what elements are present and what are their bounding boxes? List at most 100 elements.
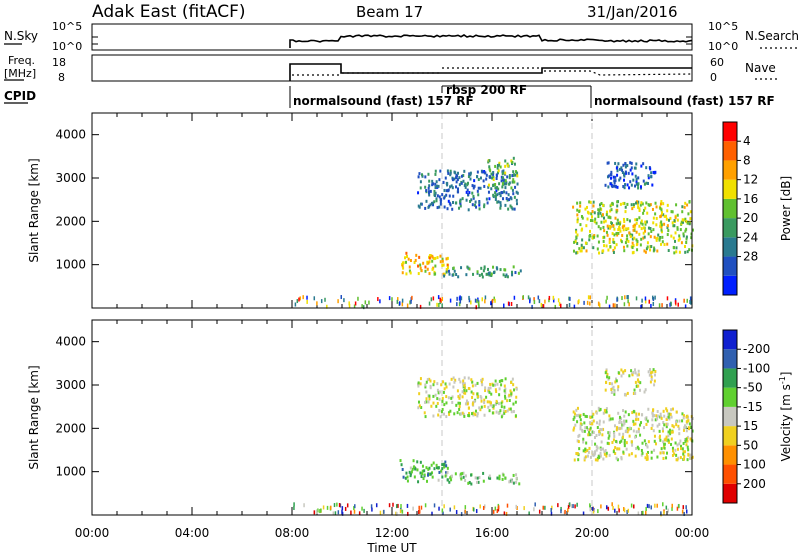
range-gate-cell bbox=[439, 200, 442, 204]
range-gate-cell bbox=[653, 434, 656, 438]
range-gate-cell bbox=[410, 470, 413, 474]
range-gate-cell bbox=[571, 504, 573, 509]
range-gate-cell bbox=[458, 296, 461, 301]
range-gate-cell bbox=[610, 176, 613, 180]
range-gate-cell bbox=[581, 216, 584, 220]
range-gate-cell bbox=[602, 457, 605, 461]
range-gate-cell bbox=[611, 201, 614, 205]
range-gate-cell bbox=[436, 206, 439, 210]
range-gate-cell bbox=[681, 205, 684, 209]
range-gate-cell bbox=[439, 254, 442, 258]
range-gate-cell bbox=[480, 405, 483, 409]
range-gate-cell bbox=[589, 301, 591, 306]
range-gate-cell bbox=[647, 232, 650, 236]
range-gate-cell bbox=[450, 396, 453, 400]
range-gate-cell bbox=[451, 178, 454, 182]
range-gate-cell bbox=[668, 412, 671, 416]
range-gate-cell bbox=[502, 169, 505, 173]
range-gate-cell bbox=[450, 377, 453, 381]
range-gate-cell bbox=[446, 183, 449, 187]
range-gate-cell bbox=[586, 427, 589, 431]
range-gate-cell bbox=[576, 217, 579, 221]
range-gate-cell bbox=[619, 229, 622, 233]
range-gate-cell bbox=[489, 169, 492, 173]
range-gate-cell bbox=[616, 388, 619, 392]
range-gate-cell bbox=[649, 235, 652, 239]
range-gate-cell bbox=[482, 179, 485, 183]
range-gate-cell bbox=[659, 451, 662, 455]
range-gate-cell bbox=[495, 399, 498, 403]
range-gate-cell bbox=[640, 227, 643, 231]
range-gate-cell bbox=[377, 297, 379, 302]
range-gate-cell bbox=[674, 448, 677, 452]
range-gate-cell bbox=[510, 392, 513, 396]
range-gate-cell bbox=[683, 245, 686, 249]
range-gate-cell bbox=[596, 446, 599, 450]
range-gate-cell bbox=[590, 433, 593, 437]
range-gate-cell bbox=[418, 509, 421, 514]
range-gate-cell bbox=[465, 389, 468, 393]
range-gate-cell bbox=[487, 185, 490, 189]
range-gate-cell bbox=[395, 504, 398, 509]
range-gate-cell bbox=[637, 369, 640, 373]
range-gate-cell bbox=[512, 170, 515, 174]
range-gate-cell bbox=[660, 220, 663, 224]
range-gate-cell bbox=[689, 453, 692, 457]
range-gate-cell bbox=[399, 301, 401, 306]
cpid-segment-1: normalsound (fast) 157 RF bbox=[293, 94, 474, 108]
velocity-colorbar-swatch bbox=[723, 349, 737, 369]
range-gate-cell bbox=[472, 392, 475, 396]
range-gate-cell bbox=[455, 185, 458, 189]
range-gate-cell bbox=[667, 249, 670, 253]
range-gate-cell bbox=[681, 419, 684, 423]
range-gate-cell bbox=[405, 260, 408, 264]
range-gate-cell bbox=[690, 425, 693, 429]
range-gate-cell bbox=[589, 416, 592, 420]
range-gate-cell bbox=[671, 430, 674, 434]
range-gate-cell bbox=[619, 220, 622, 224]
range-gate-cell bbox=[690, 300, 692, 305]
range-gate-cell bbox=[491, 404, 494, 408]
range-gate-cell bbox=[687, 448, 690, 452]
range-gate-cell bbox=[464, 386, 467, 390]
range-gate-cell bbox=[595, 448, 598, 452]
range-gate-cell bbox=[578, 210, 581, 214]
range-gate-cell bbox=[607, 161, 610, 165]
range-gate-cell bbox=[494, 194, 497, 198]
range-gate-cell bbox=[494, 191, 497, 195]
range-gate-cell bbox=[627, 413, 630, 417]
range-gate-cell bbox=[590, 212, 593, 216]
range-gate-cell bbox=[642, 231, 645, 235]
range-gate-cell bbox=[611, 417, 614, 421]
range-gate-cell bbox=[469, 199, 472, 203]
range-gate-cell bbox=[469, 177, 472, 181]
range-gate-cell bbox=[436, 388, 439, 392]
range-gate-cell bbox=[676, 213, 679, 217]
range-gate-cell bbox=[683, 450, 686, 454]
range-gate-cell bbox=[496, 166, 499, 170]
power-colorbar-swatch bbox=[723, 160, 737, 180]
range-gate-cell bbox=[580, 214, 583, 218]
range-gate-cell bbox=[513, 180, 516, 184]
range-gate-cell bbox=[441, 463, 444, 467]
range-gate-cell bbox=[634, 223, 637, 227]
range-gate-cell bbox=[575, 408, 578, 412]
range-gate-cell bbox=[667, 440, 670, 444]
range-gate-cell bbox=[487, 405, 490, 409]
range-gate-cell bbox=[623, 249, 626, 253]
range-gate-cell bbox=[499, 194, 502, 198]
range-gate-cell bbox=[639, 381, 642, 385]
range-gate-cell bbox=[419, 460, 422, 464]
range-gate-cell bbox=[682, 428, 685, 432]
range-gate-cell bbox=[476, 392, 479, 396]
cpid-label: CPID bbox=[4, 89, 36, 103]
range-gate-cell bbox=[618, 447, 621, 451]
range-gate-cell bbox=[645, 457, 648, 461]
range-gate-cell bbox=[655, 216, 658, 220]
range-gate-cell bbox=[397, 503, 399, 508]
range-gate-cell bbox=[537, 295, 540, 300]
range-gate-cell bbox=[483, 504, 486, 509]
range-gate-cell bbox=[457, 187, 460, 191]
noise-left-label: N.Sky bbox=[4, 29, 38, 43]
